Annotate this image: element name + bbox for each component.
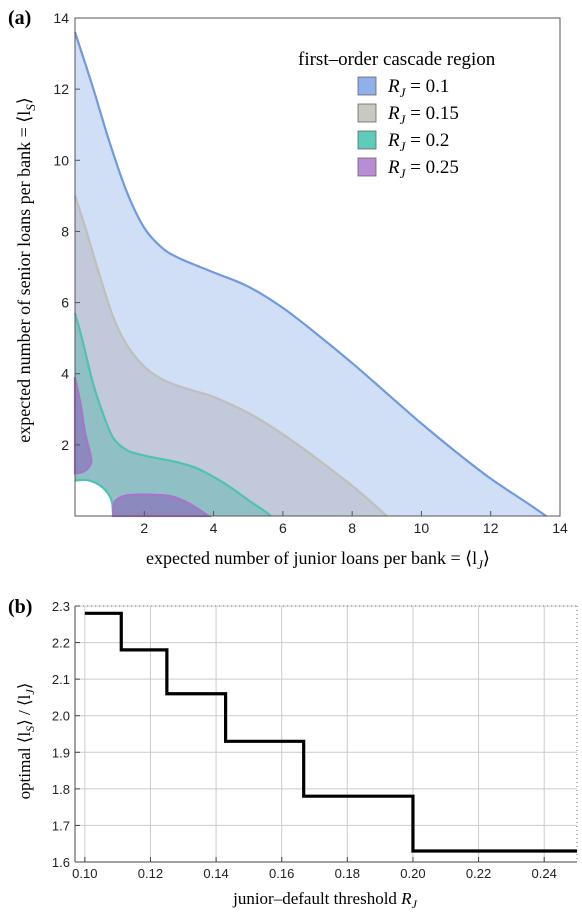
x-axis-a-ticks: 2 4 6 8 10 12 14 — [140, 511, 568, 536]
x-tick-label: 14 — [552, 520, 568, 536]
panel-b: (b) 0.10 0.12 0.14 0.16 0.18 0.20 0.22 0.24 1.6… — [8, 596, 578, 911]
x-tick-label: 0.14 — [203, 866, 228, 881]
y-tick-label: 2 — [61, 437, 69, 453]
y-tick-label: 1.7 — [52, 818, 70, 833]
region-area — [75, 313, 271, 516]
legend-swatch — [357, 130, 377, 150]
x-tick-label: 0.18 — [335, 866, 360, 881]
x-axis-b-label: junior–default threshold RJ — [232, 889, 417, 911]
y-axis-a-ticks: 2 4 6 8 10 12 14 — [53, 10, 80, 453]
x-tick-label: 2 — [140, 520, 148, 536]
plot-b-grid — [75, 605, 577, 863]
legend-title: first–order cascade region — [298, 49, 496, 70]
x-tick-label: 0.24 — [532, 866, 557, 881]
region-blob — [111, 493, 212, 518]
legend-swatch — [357, 76, 377, 96]
y-tick-label: 4 — [61, 366, 69, 382]
y-tick-label: 6 — [61, 295, 69, 311]
y-tick-label: 1.6 — [52, 855, 70, 870]
cascade-regions — [73, 31, 547, 518]
y-tick-label: 2.3 — [52, 599, 70, 614]
x-tick-label: 6 — [279, 520, 287, 536]
y-tick-label: 12 — [53, 81, 69, 97]
y-tick-label: 1.8 — [52, 782, 70, 797]
legend-swatch — [357, 157, 377, 177]
x-tick-label: 0.16 — [269, 866, 294, 881]
y-axis-b-ticks: 1.6 1.7 1.8 1.9 2.0 2.1 2.2 2.3 — [52, 599, 80, 870]
legend-label: RJ = 0.1 — [387, 76, 449, 100]
y-tick-label: 2.0 — [52, 709, 70, 724]
region-area — [75, 195, 387, 516]
panel-a: (a) 2 4 6 8 10 12 14 2 4 6 8 10 12 14 first–order ca… — [8, 7, 568, 572]
x-tick-label: 0.10 — [72, 866, 97, 881]
x-tick-label: 8 — [348, 520, 356, 536]
region-inner-boundary — [74, 478, 115, 517]
plot-a-border — [74, 17, 561, 517]
x-tick-label: 0.22 — [466, 866, 491, 881]
x-axis-a-label: expected number of junior loans per bank… — [146, 548, 490, 572]
y-axis-a-label: expected number of senior loans per bank… — [14, 97, 38, 443]
x-tick-label: 0.12 — [138, 866, 163, 881]
legend-label: RJ = 0.15 — [387, 103, 459, 127]
plot-b-frame — [74, 605, 578, 863]
plot-a-frame — [74, 17, 561, 517]
region-boundary — [73, 195, 388, 517]
panel-a-label: (a) — [8, 7, 31, 29]
panel-b-label: (b) — [8, 596, 32, 618]
x-axis-b-ticks: 0.10 0.12 0.14 0.16 0.18 0.20 0.22 0.24 — [72, 857, 557, 881]
y-tick-label: 10 — [53, 152, 69, 168]
optimal-ratio-series — [84, 611, 577, 853]
step-line — [84, 611, 577, 853]
x-tick-label: 4 — [210, 520, 218, 536]
x-tick-label: 10 — [414, 520, 430, 536]
y-tick-label: 14 — [53, 10, 69, 26]
legend-swatch — [357, 103, 377, 123]
y-tick-label: 2.2 — [52, 636, 70, 651]
x-tick-label: 0.20 — [400, 866, 425, 881]
x-tick-label: 12 — [483, 520, 499, 536]
y-tick-label: 2.1 — [52, 672, 70, 687]
legend-items: RJ = 0.1 RJ = 0.15 RJ = 0.2 RJ = 0.25 — [357, 76, 459, 181]
region-boundary — [73, 312, 272, 517]
y-tick-label: 1.9 — [52, 745, 70, 760]
region-blob — [73, 377, 93, 475]
region-boundary — [73, 31, 547, 517]
legend-label: RJ = 0.25 — [387, 157, 459, 181]
legend-label: RJ = 0.2 — [387, 130, 449, 154]
legend: first–order cascade region RJ = 0.1RJ = … — [298, 49, 496, 181]
y-axis-b-label: optimal ⟨lS⟩ / ⟨lJ⟩ — [15, 683, 37, 800]
y-tick-label: 8 — [61, 223, 69, 239]
